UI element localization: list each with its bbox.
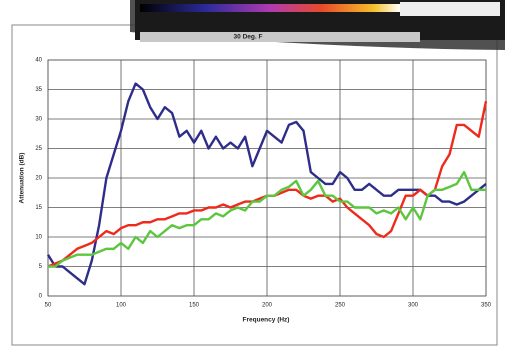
- y-tick-label: 40: [35, 58, 42, 64]
- info-box: [400, 2, 500, 16]
- y-tick-label: 35: [35, 87, 42, 93]
- line-series: [48, 170, 486, 268]
- line-series: [46, 82, 487, 286]
- plot-frame: [47, 59, 487, 297]
- x-tick-label: 250: [335, 303, 346, 309]
- x-tick-label: 100: [116, 303, 127, 309]
- x-tick-label: 150: [189, 303, 200, 309]
- y-tick-label: 20: [35, 176, 42, 182]
- x-axis-label: Frequency (Hz): [243, 317, 290, 324]
- x-tick-label: 50: [45, 303, 52, 309]
- x-tick-label: 300: [408, 303, 419, 309]
- caption-strip: [140, 32, 420, 42]
- y-tick-label: 30: [35, 117, 42, 123]
- x-tick-label: 200: [262, 303, 273, 309]
- color-bar: [140, 4, 400, 12]
- chart-panel: [11, 24, 498, 346]
- caption: 30 Deg. F: [234, 34, 263, 41]
- y-axis-label: Attenuation (dB): [19, 153, 26, 204]
- x-tick-label: 350: [481, 303, 492, 309]
- y-tick-label: 25: [35, 146, 42, 152]
- y-tick-label: 10: [35, 235, 42, 241]
- y-tick-label: 15: [35, 205, 42, 211]
- y-tick-label: 5: [39, 264, 43, 270]
- y-tick-label: 0: [39, 294, 43, 300]
